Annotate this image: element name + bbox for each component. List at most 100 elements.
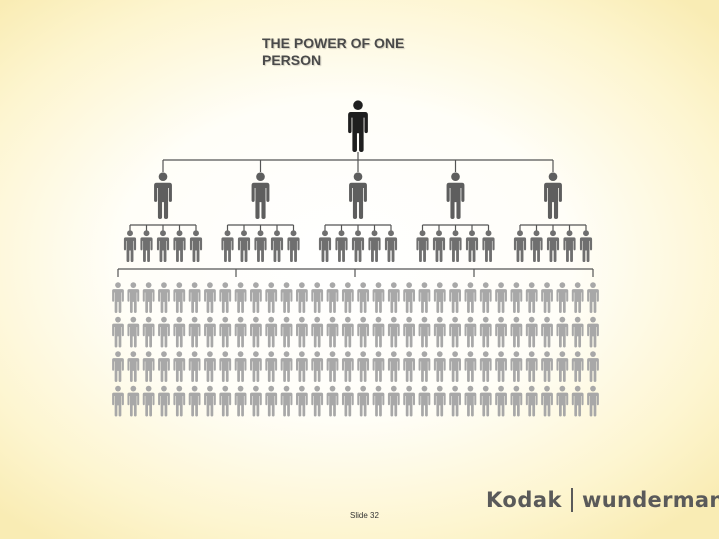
person-icon-crowd <box>295 351 308 382</box>
person-icon-level3 <box>563 230 576 262</box>
person-icon-crowd <box>112 385 124 417</box>
person-icon-level3 <box>546 230 560 262</box>
person-icon-crowd <box>219 316 232 348</box>
person-icon-crowd <box>571 351 584 382</box>
person-icon-crowd <box>311 316 324 348</box>
person-icon-crowd <box>112 282 124 313</box>
person-icon-level2 <box>349 172 367 219</box>
person-icon-level2 <box>154 172 172 219</box>
person-icon-crowd <box>403 282 416 313</box>
person-icon-crowd <box>433 385 446 417</box>
person-icon-crowd <box>372 316 385 348</box>
person-icon-crowd <box>556 385 569 417</box>
person-icon-crowd <box>510 282 523 313</box>
person-icon-crowd <box>280 351 293 382</box>
person-icon-crowd <box>495 316 507 348</box>
person-icon-crowd <box>449 282 461 313</box>
person-icon-level3 <box>318 230 332 262</box>
person-icon-crowd <box>449 351 461 382</box>
person-icon-level3 <box>368 230 381 262</box>
person-icon-crowd <box>372 282 385 313</box>
person-icon-crowd <box>250 316 262 348</box>
person-icon-crowd <box>173 316 186 348</box>
person-icon-crowd <box>265 316 278 348</box>
person-icon-level3 <box>482 230 495 262</box>
person-icon-crowd <box>525 282 538 313</box>
person-icon-crowd <box>433 282 446 313</box>
person-icon-crowd <box>418 385 431 417</box>
person-icon-level3 <box>173 230 186 262</box>
person-icon-crowd <box>219 351 232 382</box>
person-icon-crowd <box>464 316 477 348</box>
person-icon-crowd <box>418 316 431 348</box>
person-icon-crowd <box>433 316 446 348</box>
person-icon-crowd <box>295 385 308 417</box>
person-icon-crowd <box>112 316 124 348</box>
person-icon-crowd <box>372 385 385 417</box>
person-icon-crowd <box>127 316 140 348</box>
person-icon-level3 <box>351 230 365 262</box>
person-icon-crowd <box>495 351 507 382</box>
person-icon-crowd <box>387 282 400 313</box>
person-icon-crowd <box>357 282 370 313</box>
person-icon-crowd <box>234 385 247 417</box>
person-icon-crowd <box>479 282 492 313</box>
person-icon-crowd <box>188 385 201 417</box>
person-icon-crowd <box>341 385 354 417</box>
person-icon-crowd <box>525 351 538 382</box>
person-icon-top <box>348 100 368 152</box>
person-icon-crowd <box>587 351 599 382</box>
person-icon-level3 <box>432 230 446 262</box>
person-icon-crowd <box>556 282 569 313</box>
person-icon-crowd <box>449 385 461 417</box>
person-icon-crowd <box>403 385 416 417</box>
person-icon-crowd <box>280 316 293 348</box>
person-icon-crowd <box>265 385 278 417</box>
person-icon-crowd <box>571 282 584 313</box>
person-icon-level3 <box>156 230 170 262</box>
person-icon-crowd <box>158 351 170 382</box>
person-icon-crowd <box>311 282 324 313</box>
person-icon-crowd <box>464 351 477 382</box>
person-icon-crowd <box>357 316 370 348</box>
person-icon-crowd <box>387 385 400 417</box>
person-icon-crowd <box>510 351 523 382</box>
person-icon-crowd <box>541 282 553 313</box>
person-icon-crowd <box>341 282 354 313</box>
person-icon-crowd <box>295 282 308 313</box>
person-icon-crowd <box>280 385 293 417</box>
person-icon-level2 <box>251 172 270 219</box>
person-icon-crowd <box>541 385 553 417</box>
person-icon-crowd <box>449 316 461 348</box>
person-icon-crowd <box>464 385 477 417</box>
person-icon-crowd <box>341 316 354 348</box>
person-icon-crowd <box>204 351 216 382</box>
person-icon-crowd <box>142 316 155 348</box>
person-icon-crowd <box>357 385 370 417</box>
person-icon-level3 <box>416 230 429 262</box>
person-icon-crowd <box>341 351 354 382</box>
person-icon-crowd <box>142 282 155 313</box>
person-icon-level2 <box>544 172 562 219</box>
person-icon-crowd <box>234 351 247 382</box>
person-icon-crowd <box>510 316 523 348</box>
person-icon-crowd <box>326 351 339 382</box>
person-icon-crowd <box>265 282 278 313</box>
person-icon-crowd <box>541 316 553 348</box>
person-icon-crowd <box>587 385 599 417</box>
person-icon-crowd <box>541 351 553 382</box>
person-icon-level2 <box>446 172 465 219</box>
person-icon-crowd <box>158 385 170 417</box>
person-icon-level3 <box>384 230 398 262</box>
person-icon-crowd <box>250 351 262 382</box>
person-icon-crowd <box>495 282 507 313</box>
person-icon-crowd <box>479 351 492 382</box>
person-icon-crowd <box>479 385 492 417</box>
person-icon-crowd <box>127 385 140 417</box>
person-icon-crowd <box>556 351 569 382</box>
person-icon-crowd <box>556 316 569 348</box>
person-icon-crowd <box>204 316 216 348</box>
person-icon-crowd <box>173 351 186 382</box>
person-icon-level3 <box>123 230 137 262</box>
